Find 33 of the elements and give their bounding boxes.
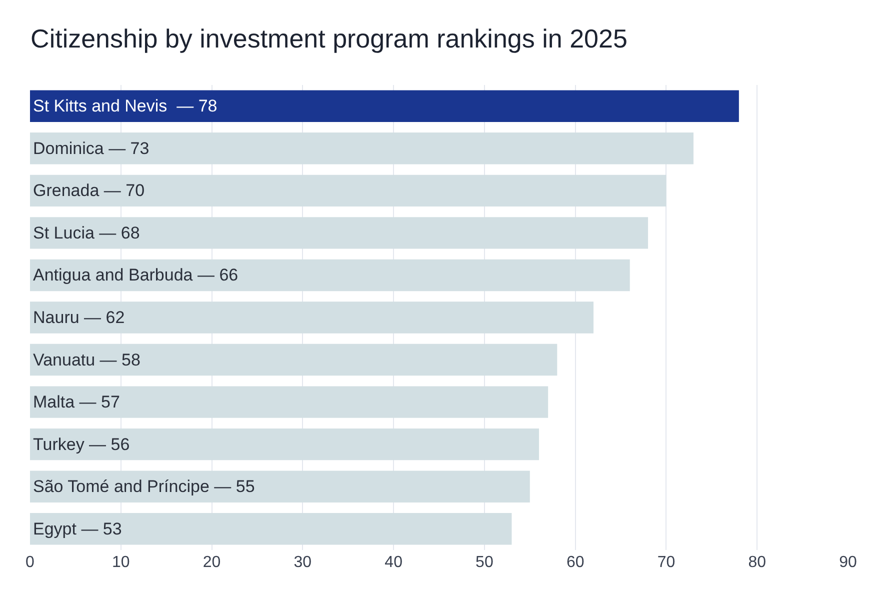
x-tick-label: 50 [476,554,494,571]
y-tick-label: Turkey — 56 [33,434,130,454]
bar [30,174,666,207]
y-tick-label: Egypt — 53 [33,519,122,538]
bar [30,132,694,164]
x-tick-label: 20 [202,554,221,571]
bar [30,428,539,460]
y-tick-label: Grenada — 70 [33,181,145,200]
bar [30,470,530,502]
x-tick-label: 90 [839,554,857,571]
y-tick-label: Dominica — 73 [33,138,150,158]
bar [30,302,594,334]
bar [30,344,558,376]
x-tick-label: 0 [26,554,35,571]
y-tick-label: St Kitts and Nevis — 78 [33,96,218,116]
bar [30,386,548,418]
x-tick-label: 10 [112,554,130,571]
chart-title: Citizenship by investment program rankings in 2025 [30,24,628,54]
x-tick-label: 80 [748,554,766,571]
bar [30,90,739,122]
y-tick-label: Malta — 57 [33,392,120,412]
bar [30,259,630,292]
bar [30,513,512,545]
x-tick-label: 30 [294,554,312,571]
x-tick-label: 60 [566,554,584,571]
y-tick-label: Nauru — 62 [33,308,125,327]
y-tick-label: St Lucia — 68 [33,223,140,242]
y-tick-label: Vanuatu — 58 [33,350,140,370]
x-tick-label: 70 [657,554,676,571]
y-tick-label: São Tomé and Príncipe — 55 [33,477,255,496]
bar [30,217,648,249]
x-tick-label: 40 [384,554,403,571]
y-tick-label: Antigua and Barbuda — 66 [33,266,238,285]
